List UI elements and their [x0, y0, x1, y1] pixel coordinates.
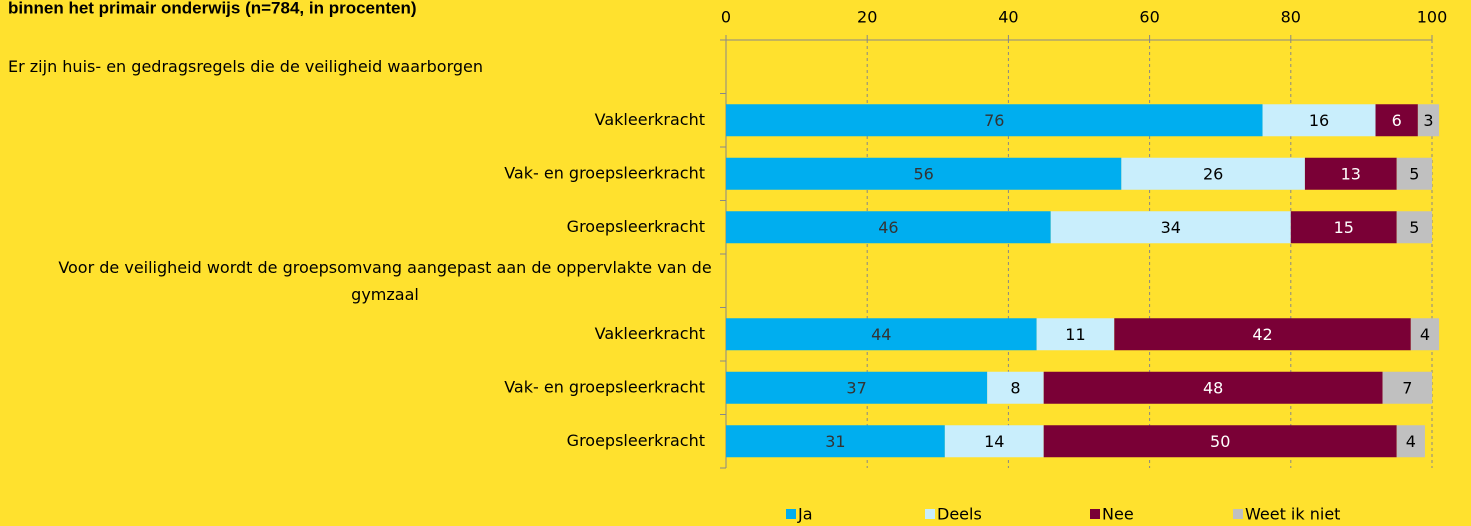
data-label: 37: [846, 378, 866, 397]
group-header: Er zijn huis- en gedragsregels die de ve…: [8, 40, 705, 94]
data-label: 34: [1161, 218, 1181, 237]
group-label: Voor de veiligheid wordt de groepsomvang…: [40, 254, 730, 308]
chart-title: binnen het primair onderwijs (n=784, in …: [8, 0, 417, 17]
bar-segment: [944, 425, 1044, 458]
legend-label: Ja: [797, 505, 813, 524]
data-label: 5: [1409, 218, 1419, 237]
bar-segment: [1121, 157, 1305, 190]
bar-segment: [1043, 371, 1383, 404]
data-label: 44: [871, 325, 891, 344]
data-label: 76: [984, 111, 1004, 130]
x-tick-label: 100: [1417, 8, 1448, 27]
group-label-text: Er zijn huis- en gedragsregels die de ve…: [8, 57, 483, 77]
bar-segment: [726, 371, 988, 404]
bar-segment: [1304, 157, 1397, 190]
bar-segment: [1396, 211, 1432, 244]
bar-segment: [1114, 318, 1411, 351]
x-tick-label: 40: [998, 8, 1018, 27]
legend-swatch: [1090, 509, 1100, 519]
bar-segment: [1396, 425, 1425, 458]
data-label: 4: [1420, 325, 1430, 344]
x-tick-label: 20: [857, 8, 877, 27]
data-label: 16: [1309, 111, 1329, 130]
bar-segment: [1036, 318, 1115, 351]
x-tick-label: 80: [1281, 8, 1301, 27]
y-tick-label: Vakleerkracht: [595, 110, 705, 129]
data-label: 14: [984, 432, 1004, 451]
y-tick-label: Groepsleerkracht: [567, 431, 705, 450]
bar-segment: [726, 157, 1122, 190]
y-tick-label: Vakleerkracht: [595, 324, 705, 343]
bar-segment: [726, 318, 1037, 351]
bar-segment: [1290, 211, 1397, 244]
bar-segment: [1262, 104, 1376, 137]
legend-label: Weet ik niet: [1245, 505, 1340, 524]
data-label: 4: [1406, 432, 1416, 451]
bar-segment: [1410, 318, 1440, 351]
bar-segment: [726, 211, 1051, 244]
group-label: Er zijn huis- en gedragsregels die de ve…: [8, 40, 705, 94]
data-label: 56: [914, 164, 934, 183]
data-label: 42: [1252, 325, 1272, 344]
data-label: 48: [1203, 378, 1223, 397]
data-label: 7: [1402, 378, 1412, 397]
data-label: 6: [1392, 111, 1402, 130]
bar-segment: [1396, 157, 1432, 190]
data-label: 31: [825, 432, 845, 451]
legend-label: Deels: [937, 505, 982, 524]
y-tick-label: Groepsleerkracht: [567, 217, 705, 236]
data-label: 13: [1341, 164, 1361, 183]
legend-swatch: [1233, 509, 1243, 519]
x-tick-label: 0: [721, 8, 731, 27]
legend-label: Nee: [1102, 505, 1134, 524]
bar-segment: [1382, 371, 1432, 404]
legend-swatch: [925, 509, 935, 519]
legend-swatch: [786, 509, 796, 519]
y-tick-label: Vak- en groepsleerkracht: [504, 377, 705, 396]
data-label: 3: [1423, 111, 1433, 130]
data-label: 46: [878, 218, 898, 237]
bar-segment: [1050, 211, 1291, 244]
data-label: 26: [1203, 164, 1223, 183]
data-label: 15: [1334, 218, 1354, 237]
data-label: 50: [1210, 432, 1230, 451]
bar-segment: [1375, 104, 1418, 137]
x-tick-label: 60: [1139, 8, 1159, 27]
bar-segment: [726, 425, 945, 458]
bar-segment: [987, 371, 1044, 404]
group-header: Voor de veiligheid wordt de groepsomvang…: [40, 254, 730, 308]
bar-segment: [1417, 104, 1440, 137]
data-label: 8: [1010, 378, 1020, 397]
y-tick-label: Vak- en groepsleerkracht: [504, 163, 705, 182]
data-label: 5: [1409, 164, 1419, 183]
bar-segment: [726, 104, 1263, 137]
bar-segment: [1043, 425, 1397, 458]
group-label-text: Voor de veiligheid wordt de groepsomvang…: [58, 257, 712, 304]
data-label: 11: [1065, 325, 1085, 344]
